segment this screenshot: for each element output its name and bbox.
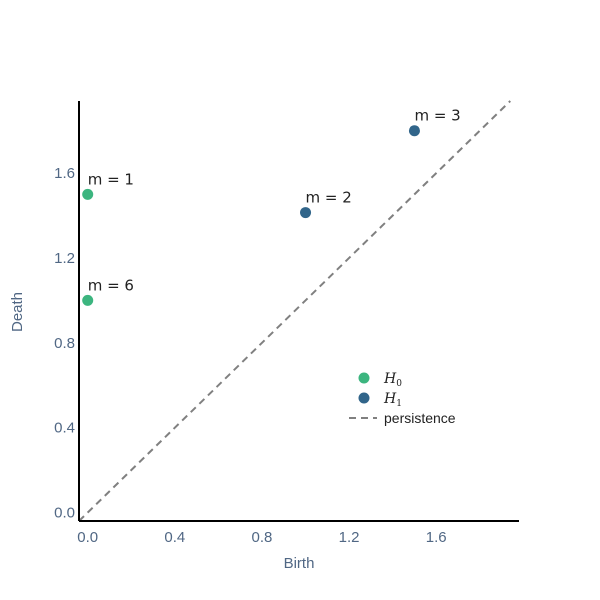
y-tick-label: 0.0 (54, 505, 75, 522)
point-h1-2[interactable] (408, 125, 420, 137)
axes: 0.0 0.4 0.8 1.2 1.6 0.0 0.4 0.8 1.2 1.6 (54, 101, 519, 546)
y-axis-title: Death (9, 292, 26, 332)
x-axis-title: Birth (284, 555, 315, 572)
x-tick-label: 0.8 (252, 529, 273, 546)
legend-label-persistence: persistence (384, 410, 456, 426)
legend-label-h0: H0 (383, 371, 402, 389)
point-h1-1[interactable] (300, 207, 312, 219)
point-label: m = 3 (414, 107, 460, 125)
persistence-diagonal-line (78, 100, 511, 522)
plot-area: m = 1 m = 6 m = 2 m = 3 (78, 100, 511, 522)
y-tick-label: 0.8 (54, 335, 75, 352)
point-h0-1[interactable] (82, 188, 94, 200)
y-tick-label: 1.6 (54, 165, 75, 182)
legend-marker-h0 (358, 372, 370, 384)
x-tick-label: 0.0 (77, 529, 98, 546)
y-tick-label: 0.4 (54, 420, 75, 437)
point-label: m = 2 (306, 189, 352, 207)
x-tick-label: 1.2 (339, 529, 360, 546)
legend-marker-h1 (358, 392, 370, 404)
x-tick-label: 0.4 (164, 529, 185, 546)
point-label: m = 6 (88, 276, 134, 294)
point-label: m = 1 (88, 170, 134, 188)
x-tick-label: 1.6 (426, 529, 447, 546)
point-h0-2[interactable] (82, 294, 94, 306)
legend-label-h1: H1 (383, 391, 402, 409)
y-tick-label: 1.2 (54, 250, 75, 267)
